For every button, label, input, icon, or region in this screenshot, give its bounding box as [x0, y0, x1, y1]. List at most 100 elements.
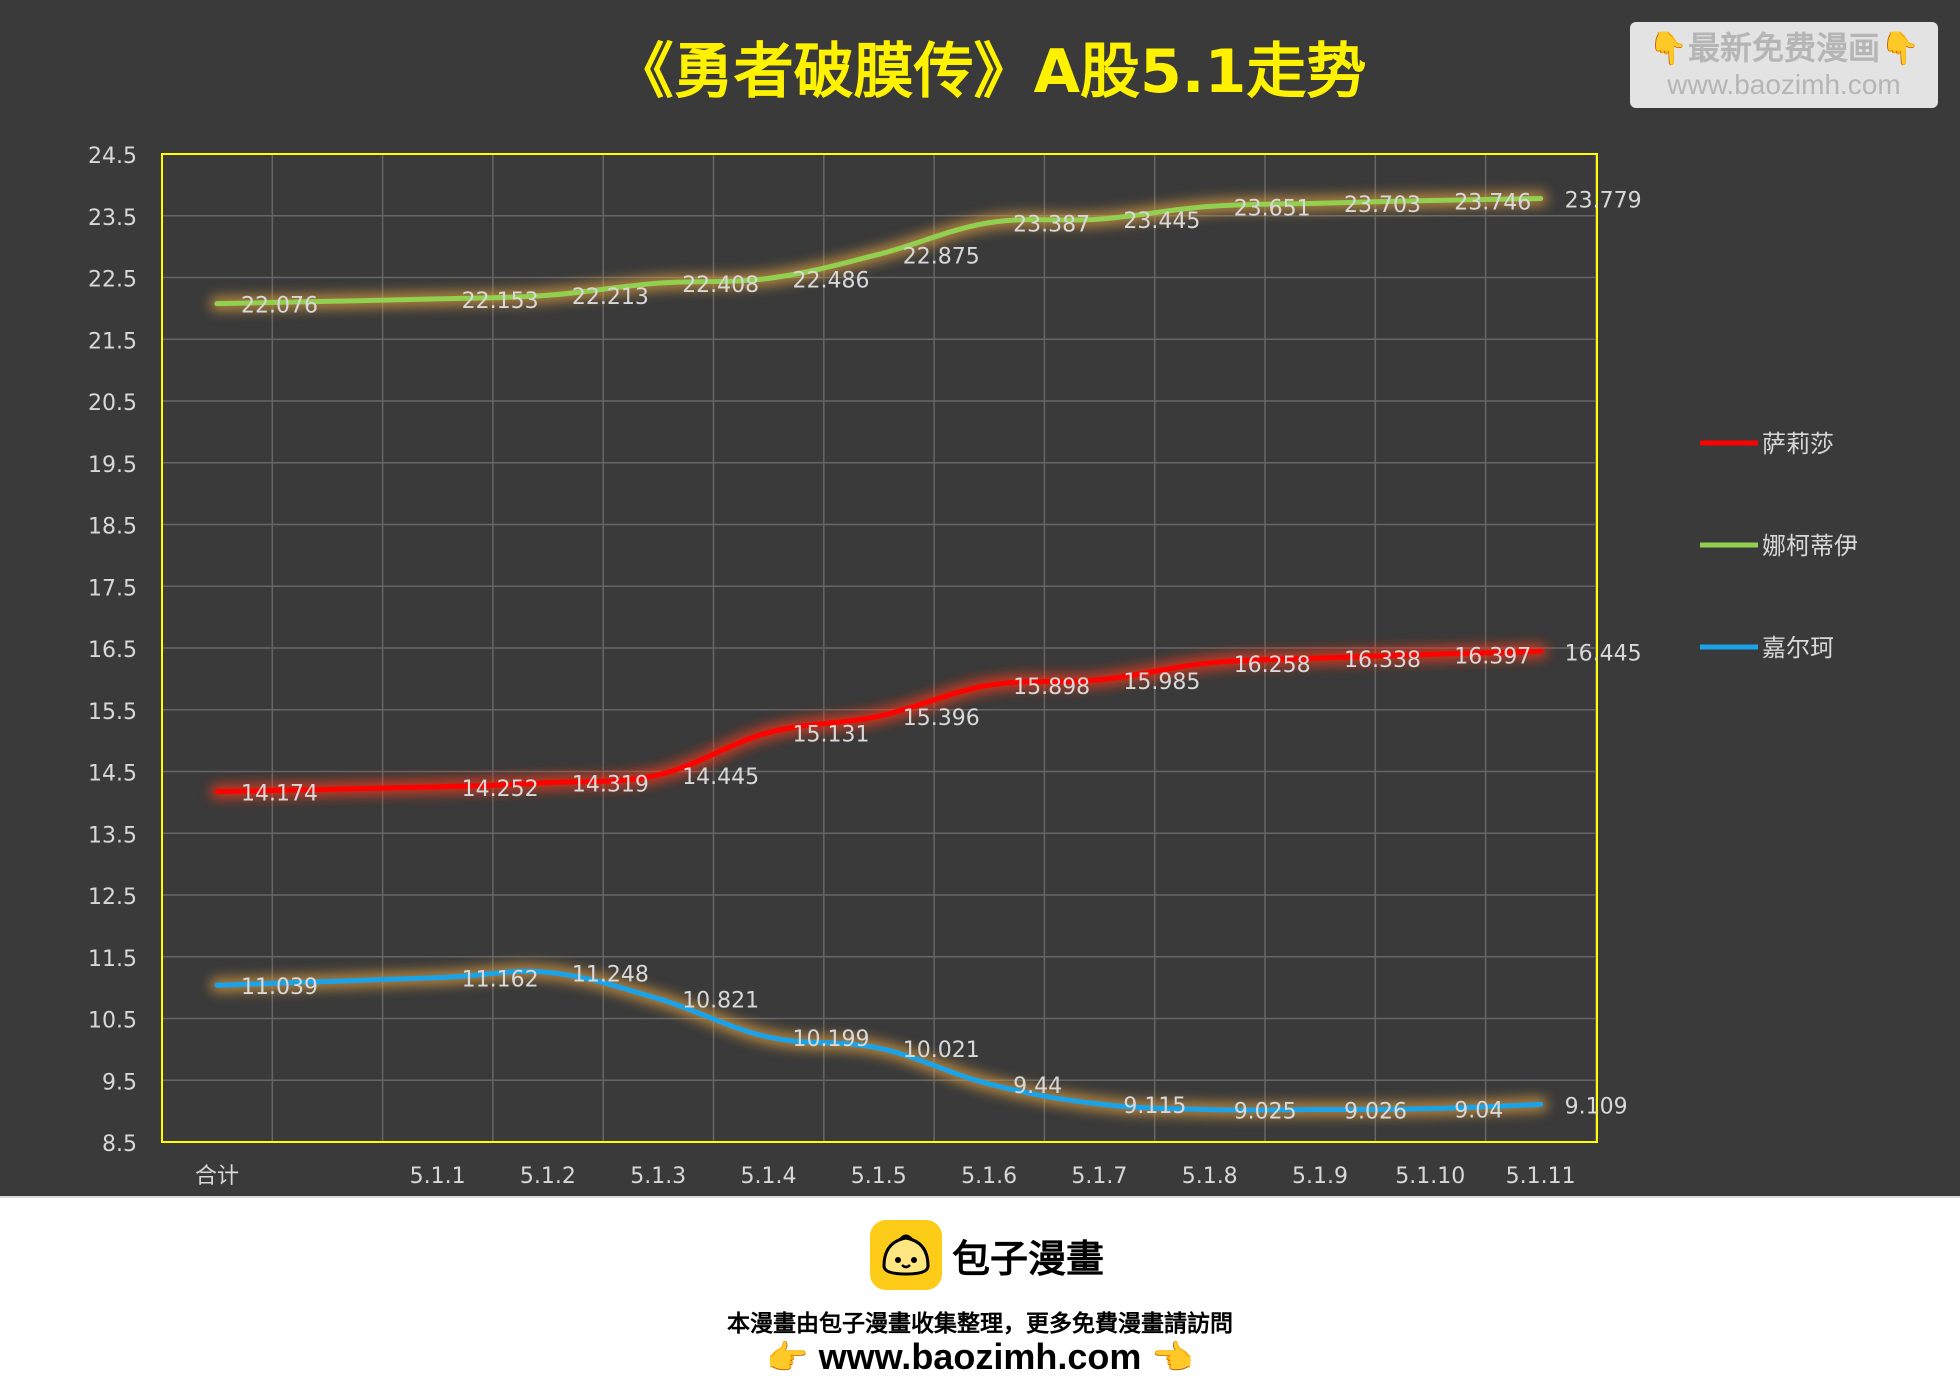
data-label: 23.651	[1234, 196, 1311, 221]
y-tick-label: 23.5	[88, 206, 137, 231]
data-label: 11.162	[462, 968, 539, 993]
data-point	[1096, 1101, 1102, 1107]
data-point	[986, 1081, 992, 1087]
data-label: 22.076	[241, 294, 318, 319]
x-tick-label: 5.1.6	[961, 1164, 1017, 1189]
data-point	[876, 251, 882, 257]
watermark-url[interactable]: www.baozimh.com	[1667, 69, 1901, 100]
y-tick-label: 13.5	[88, 823, 137, 848]
y-tick-label: 14.5	[88, 762, 137, 787]
data-label: 16.338	[1344, 648, 1421, 673]
data-point	[986, 220, 992, 226]
data-point	[545, 969, 551, 975]
plot-frame	[161, 153, 1598, 1143]
data-point	[1207, 1107, 1213, 1113]
data-point	[766, 1034, 771, 1040]
x-tick-label: 5.1.9	[1292, 1164, 1348, 1189]
y-tick-label: 9.5	[102, 1070, 137, 1095]
series-glow-2	[210, 191, 1548, 311]
data-label: 11.039	[241, 975, 318, 1000]
footer-url-row: 👉 www.baozimh.com 👈	[0, 1336, 1960, 1378]
series-line-1	[214, 648, 1544, 795]
x-tick-label: 5.1.2	[520, 1164, 576, 1189]
y-tick-label: 8.5	[102, 1132, 137, 1157]
series-glow-3	[210, 964, 1548, 1118]
x-tick-label: 5.1.10	[1395, 1164, 1465, 1189]
data-label: 22.408	[682, 273, 759, 298]
pointing-down-icon: 👇	[1648, 29, 1688, 67]
watermark-text: 最新免费漫画	[1687, 29, 1880, 67]
legend-entry: 嘉尔珂	[1762, 634, 1834, 662]
data-label: 23.445	[1123, 209, 1200, 234]
data-point	[1427, 1106, 1433, 1112]
data-point	[435, 296, 441, 302]
data-point	[655, 772, 661, 778]
data-label: 23.387	[1013, 213, 1090, 238]
data-point	[545, 292, 551, 298]
legend-entry: 萨莉莎	[1762, 430, 1834, 458]
data-label: 16.445	[1565, 641, 1642, 666]
data-point	[214, 301, 220, 307]
legend-entry: 娜柯蒂伊	[1762, 532, 1858, 560]
data-point	[1427, 651, 1433, 657]
x-tick-label: 5.1.4	[741, 1164, 797, 1189]
data-label: 14.445	[682, 765, 759, 790]
data-point	[1427, 198, 1433, 204]
data-label: 23.746	[1454, 191, 1531, 216]
data-label: 9.04	[1454, 1099, 1503, 1124]
data-point	[214, 982, 220, 988]
y-tick-label: 18.5	[88, 515, 137, 540]
data-label: 16.397	[1454, 644, 1531, 669]
y-tick-label: 10.5	[88, 1009, 137, 1034]
data-label: 15.131	[793, 723, 870, 748]
data-point	[1538, 1101, 1544, 1107]
data-label: 23.779	[1565, 189, 1642, 214]
data-label: 23.703	[1344, 193, 1421, 218]
footer-url-link[interactable]: www.baozimh.com	[818, 1336, 1142, 1377]
data-label: 22.153	[462, 289, 539, 314]
data-point	[986, 682, 992, 688]
brand-name: 包子漫畫	[952, 1237, 1105, 1281]
footer: 包子漫畫 本漫畫由包子漫畫收集整理，更多免費漫畫請訪問 👉 www.baozim…	[0, 1198, 1960, 1397]
data-label: 11.248	[572, 962, 649, 987]
footer-note: 本漫畫由包子漫畫收集整理，更多免費漫畫請訪問	[727, 1311, 1233, 1337]
y-tick-label: 21.5	[88, 329, 137, 354]
data-label: 9.115	[1123, 1094, 1186, 1119]
y-tick-label: 20.5	[88, 391, 137, 416]
data-point	[1538, 648, 1544, 654]
pointing-left-icon: 👈	[1151, 1338, 1194, 1378]
data-label: 10.199	[793, 1027, 870, 1052]
data-label: 22.213	[572, 285, 649, 310]
data-point	[435, 975, 441, 981]
x-tick-label: 5.1.8	[1182, 1164, 1238, 1189]
data-label: 10.821	[682, 989, 759, 1014]
y-tick-label: 12.5	[88, 885, 137, 910]
chart-area: 《勇者破膜传》A股5.1走势 24.5 23.5 22.5 21.5 20.5 19.5 1…	[0, 0, 1960, 1198]
data-label: 9.025	[1234, 1100, 1297, 1125]
series-line-3	[214, 968, 1544, 1113]
series-glow-1	[210, 644, 1548, 799]
data-label: 15.396	[903, 706, 980, 731]
x-tick-label: 合计	[195, 1164, 239, 1189]
data-point	[214, 789, 220, 795]
data-point	[655, 280, 661, 286]
data-label: 16.258	[1234, 653, 1311, 678]
y-tick-label: 17.5	[88, 576, 137, 601]
data-point	[1096, 677, 1102, 683]
watermark-badge: 👇最新免费漫画👇 www.baozimh.com	[1630, 22, 1938, 108]
y-tick-label: 19.5	[88, 453, 137, 478]
data-point	[435, 784, 441, 790]
data-label: 9.44	[1013, 1074, 1062, 1099]
x-tick-label: 5.1.1	[410, 1164, 466, 1189]
line-chart: 《勇者破膜传》A股5.1走势 24.5 23.5 22.5 21.5 20.5 19.5 1…	[88, 37, 1858, 1189]
y-tick-label: 11.5	[88, 947, 137, 972]
chart-title: 《勇者破膜传》A股5.1走势	[614, 37, 1367, 107]
data-point	[876, 1045, 882, 1051]
data-label: 14.174	[241, 782, 318, 807]
data-label: 10.021	[903, 1038, 980, 1063]
y-tick-label: 16.5	[88, 638, 137, 663]
data-label: 9.026	[1344, 1100, 1407, 1125]
data-point	[1207, 203, 1213, 209]
data-label: 15.898	[1013, 675, 1090, 700]
y-tick-label: 24.5	[88, 144, 137, 169]
